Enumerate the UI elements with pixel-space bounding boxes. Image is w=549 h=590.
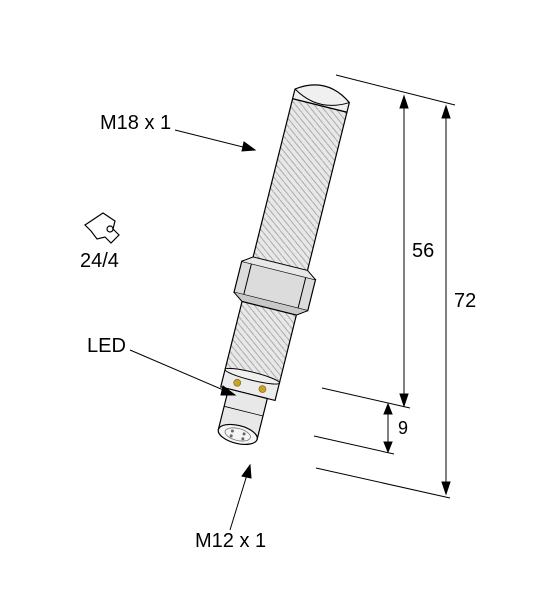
- thread-bottom-label: M12 x 1: [195, 530, 266, 553]
- wrench-size-label: 24/4: [80, 250, 119, 273]
- wrench-icon: [85, 213, 119, 243]
- led-label: LED: [87, 335, 126, 358]
- thread-top-label: M18 x 1: [100, 112, 171, 135]
- dim-9-label: 9: [398, 418, 408, 439]
- dim-72-label: 72: [454, 290, 476, 313]
- dim-56-label: 56: [412, 240, 434, 263]
